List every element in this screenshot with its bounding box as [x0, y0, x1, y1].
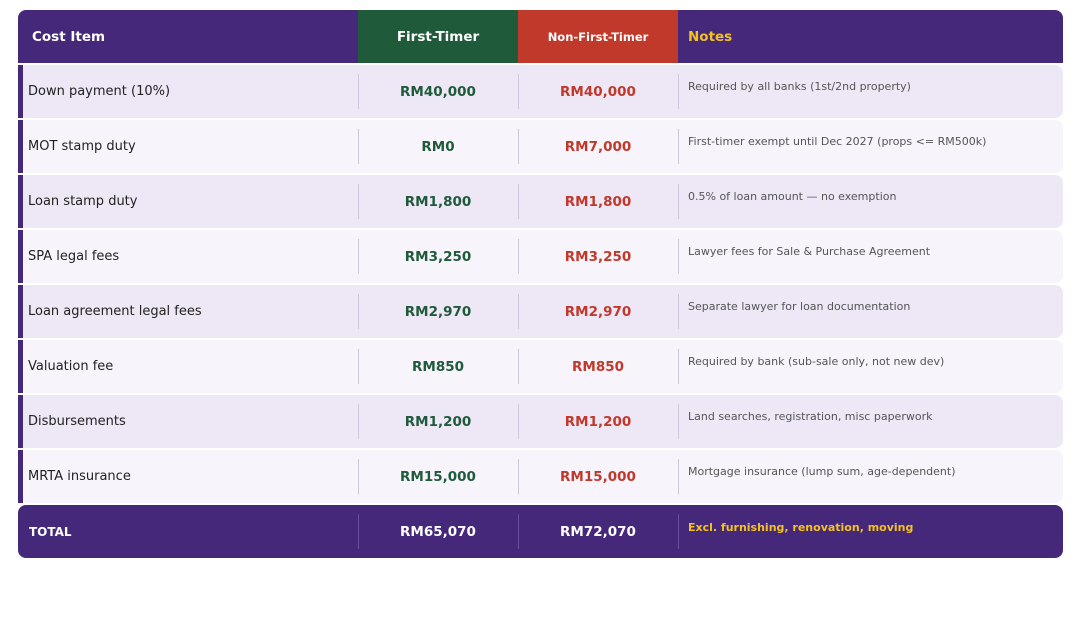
column-divider [518, 514, 519, 549]
total-row: TOTAL RM65,070 RM72,070 Excl. furnishing… [18, 505, 1063, 558]
column-divider [358, 404, 359, 439]
first-timer-value: RM1,200 [404, 413, 472, 430]
non-first-timer-value: RM40,000 [560, 83, 636, 100]
non-first-timer-value: RM850 [571, 358, 624, 375]
non-first-timer-value: RM1,800 [564, 193, 632, 210]
cost-comparison-table: Cost Item First-Timer Non-First-Timer No… [18, 10, 1063, 560]
column-divider [358, 349, 359, 384]
row-note: First-timer exempt until Dec 2027 (props… [688, 135, 987, 148]
table-row: Down payment (10%) RM40,000 RM40,000 Req… [18, 65, 1063, 118]
table-row: MOT stamp duty RM0 RM7,000 First-timer e… [18, 120, 1063, 173]
cost-item-label: Loan stamp duty [18, 175, 358, 228]
column-divider [678, 239, 679, 274]
first-timer-value: RM40,000 [400, 83, 476, 100]
first-timer-value: RM3,250 [404, 248, 472, 265]
row-note: 0.5% of loan amount — no exemption [688, 190, 897, 203]
total-first-timer-value: RM65,070 [400, 523, 476, 540]
cost-item-label: SPA legal fees [18, 230, 358, 283]
header-first-timer: First-Timer [358, 10, 518, 63]
column-divider [358, 184, 359, 219]
cost-item-label: Loan agreement legal fees [18, 285, 358, 338]
column-divider [678, 404, 679, 439]
non-first-timer-value: RM1,200 [564, 413, 632, 430]
row-note: Land searches, registration, misc paperw… [688, 410, 933, 423]
table-row: Disbursements RM1,200 RM1,200 Land searc… [18, 395, 1063, 448]
row-note: Mortgage insurance (lump sum, age-depend… [688, 465, 956, 478]
column-divider [358, 459, 359, 494]
table-row: Loan agreement legal fees RM2,970 RM2,97… [18, 285, 1063, 338]
table-row: Loan stamp duty RM1,800 RM1,800 0.5% of … [18, 175, 1063, 228]
first-timer-value: RM850 [411, 358, 464, 375]
table-row: MRTA insurance RM15,000 RM15,000 Mortgag… [18, 450, 1063, 503]
row-note: Required by bank (sub-sale only, not new… [688, 355, 945, 368]
non-first-timer-value: RM3,250 [564, 248, 632, 265]
column-divider [358, 514, 359, 549]
table-row: Valuation fee RM850 RM850 Required by ba… [18, 340, 1063, 393]
column-divider [358, 239, 359, 274]
header-non-first-timer: Non-First-Timer [518, 10, 678, 63]
first-timer-value: RM1,800 [404, 193, 472, 210]
column-divider [518, 239, 519, 274]
row-note: Required by all banks (1st/2nd property) [688, 80, 911, 93]
first-timer-value: RM15,000 [400, 468, 476, 485]
header-notes: Notes [688, 28, 733, 45]
column-divider [678, 294, 679, 329]
cost-item-label: Valuation fee [18, 340, 358, 393]
header-cost-item: Cost Item [32, 28, 106, 45]
total-non-first-timer-value: RM72,070 [560, 523, 636, 540]
non-first-timer-value: RM15,000 [560, 468, 636, 485]
total-label: TOTAL [29, 524, 72, 539]
column-divider [518, 184, 519, 219]
total-note: Excl. furnishing, renovation, moving [688, 521, 914, 534]
first-timer-value: RM0 [421, 138, 455, 155]
column-divider [518, 404, 519, 439]
column-divider [678, 129, 679, 164]
row-note: Lawyer fees for Sale & Purchase Agreemen… [688, 245, 931, 258]
column-divider [678, 514, 679, 549]
cost-item-label: Down payment (10%) [18, 65, 358, 118]
table-header: Cost Item First-Timer Non-First-Timer No… [18, 10, 1063, 63]
non-first-timer-value: RM2,970 [564, 303, 632, 320]
cost-item-label: Disbursements [18, 395, 358, 448]
column-divider [518, 294, 519, 329]
first-timer-value: RM2,970 [404, 303, 472, 320]
cost-item-label: MOT stamp duty [18, 120, 358, 173]
column-divider [678, 184, 679, 219]
column-divider [678, 459, 679, 494]
non-first-timer-value: RM7,000 [564, 138, 632, 155]
column-divider [358, 129, 359, 164]
table-row: SPA legal fees RM3,250 RM3,250 Lawyer fe… [18, 230, 1063, 283]
column-divider [678, 349, 679, 384]
column-divider [678, 74, 679, 109]
column-divider [518, 74, 519, 109]
row-note: Separate lawyer for loan documentation [688, 300, 911, 313]
column-divider [358, 74, 359, 109]
cost-item-label: MRTA insurance [18, 450, 358, 503]
column-divider [518, 129, 519, 164]
column-divider [518, 349, 519, 384]
column-divider [358, 294, 359, 329]
column-divider [518, 459, 519, 494]
